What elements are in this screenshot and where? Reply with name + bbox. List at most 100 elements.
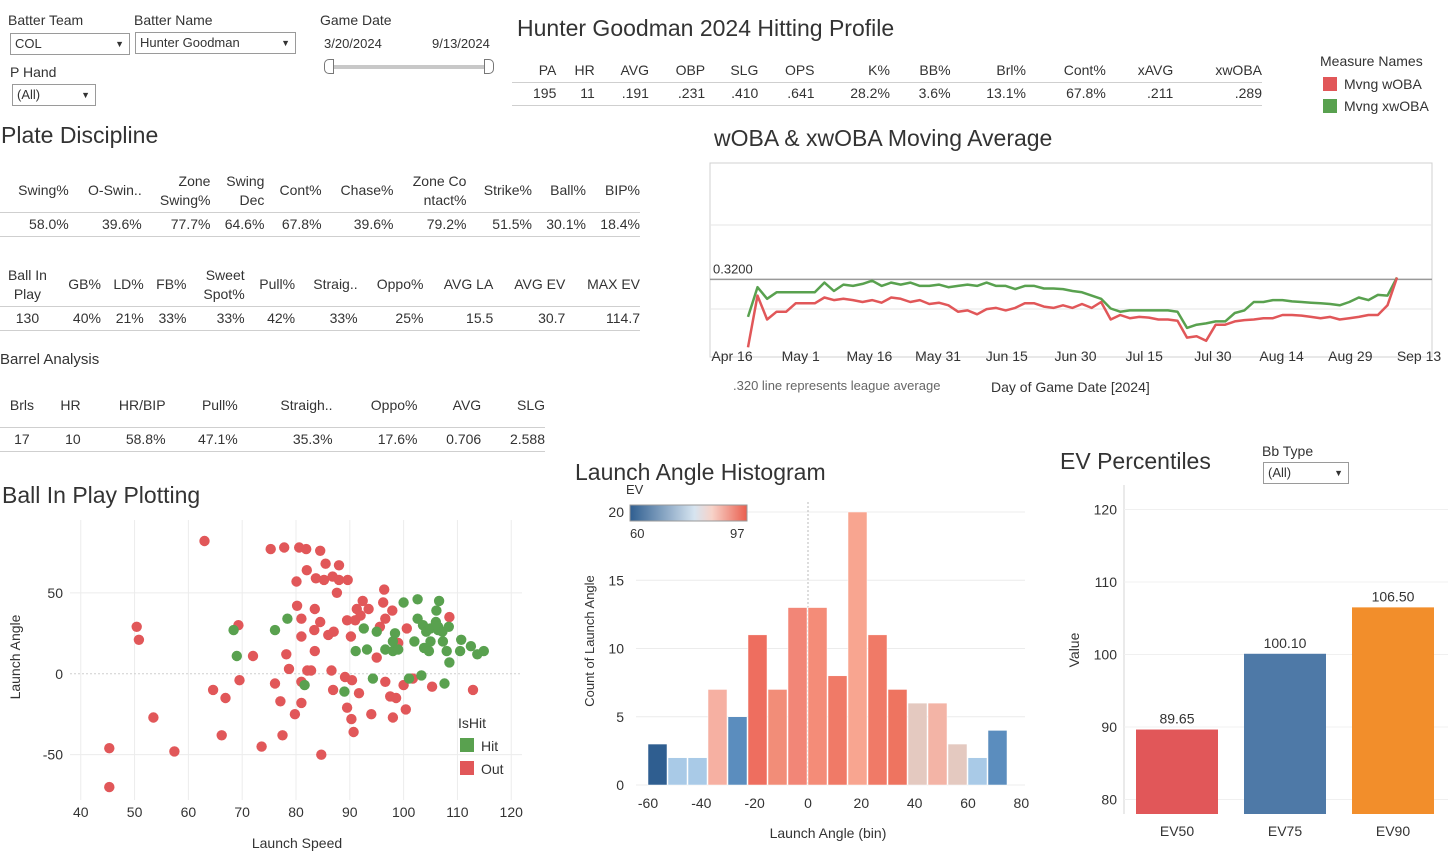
pd-value: 15.5: [423, 305, 494, 331]
woba-x-axis-label: Day of Game Date [2024]: [991, 379, 1150, 395]
scatter-point-out: [131, 621, 142, 632]
scatter-tick-group: 40 50 60 70 80 90 100 110 120 -50 0 50: [43, 585, 523, 820]
profile-table: PA HR AVG OBP SLG OPS K% BB% Brl% Cont% …: [512, 60, 1262, 106]
barrel-analysis-title: Barrel Analysis: [0, 351, 100, 368]
pd-value: 114.7: [565, 305, 640, 331]
barrel-value: 35.3%: [237, 426, 333, 452]
pd-header: Zone Swing%: [159, 172, 211, 208]
woba-x-tick-label: May 1: [782, 348, 820, 364]
p-hand-select[interactable]: (All) ▼: [12, 84, 96, 106]
histogram-y-tick-label: 5: [616, 709, 624, 725]
scatter-point-hit: [443, 621, 454, 632]
scatter-point-hit: [478, 645, 489, 657]
barrel-header: Pull%: [201, 397, 238, 413]
pd-header: FB%: [156, 276, 187, 293]
scatter-point-out: [148, 712, 159, 723]
barrel-value: 17: [0, 426, 44, 452]
histogram-bar: [867, 634, 888, 786]
ev-y-tick-label: 100: [1094, 647, 1118, 663]
profile-value: 11: [556, 81, 595, 106]
pd-header: BIP%: [604, 182, 640, 199]
scatter-point-out: [341, 702, 353, 713]
profile-value: 28.2%: [814, 81, 890, 106]
scatter-point-hit: [269, 624, 281, 636]
profile-header: OPS: [784, 62, 815, 79]
histogram-bar: [907, 702, 928, 786]
batter-name-select[interactable]: Hunter Goodman ▼: [135, 32, 296, 54]
scatter-point-out: [355, 610, 366, 621]
scatter-point-out: [380, 613, 391, 624]
histogram-bar: [747, 634, 768, 786]
scatter-point-out: [277, 730, 288, 741]
p-hand-label: P Hand: [10, 64, 57, 80]
scatter-point-hit: [393, 644, 404, 655]
scatter-point-hit: [416, 670, 427, 681]
bb-type-select[interactable]: (All) ▼: [1263, 462, 1349, 484]
legend-item-woba[interactable]: Mvng wOBA: [1344, 76, 1422, 92]
scatter-x-tick-label: 90: [342, 804, 358, 820]
scatter-point-hit: [425, 636, 436, 647]
pd-header: Oppo%: [376, 276, 424, 293]
scatter-point-hit: [423, 645, 435, 657]
scatter-point-out: [318, 574, 330, 586]
scatter-point-hit: [441, 645, 452, 657]
profile-value: 3.6%: [889, 81, 951, 106]
pd-value: 64.6%: [210, 211, 265, 237]
scatter-point-out: [380, 676, 391, 687]
plate-discipline-table-1: Swing% O-Swin.. Zone Swing% Swing Dec Cont…: [0, 170, 640, 237]
scatter-point-out: [169, 746, 180, 757]
pd-value: 39.6%: [68, 211, 142, 237]
pd-value: 21%: [100, 305, 144, 331]
histogram-bar: [947, 743, 968, 786]
scatter-point-hit: [456, 634, 467, 645]
scatter-point-hit: [231, 650, 242, 662]
plate-discipline-title: Plate Discipline: [1, 122, 159, 148]
scatter-point-hit: [299, 679, 310, 691]
batter-team-select[interactable]: COL ▼: [10, 33, 130, 55]
scatter-point-out: [247, 650, 259, 662]
barrel-table: Brls HR HR/BIP Pull% Straigh.. Oppo% AVG…: [0, 394, 545, 452]
profile-header: Cont%: [1063, 62, 1106, 79]
date-slider-end-handle[interactable]: [484, 59, 494, 74]
ev-bar: [1244, 653, 1326, 814]
pd-value: 51.5%: [466, 211, 532, 237]
barrel-value: 58.8%: [80, 426, 166, 452]
date-slider-start-handle[interactable]: [324, 59, 334, 74]
woba-x-tick-label: Jul 30: [1194, 348, 1232, 364]
scatter-point-out: [216, 730, 227, 741]
measure-legend-title: Measure Names: [1320, 53, 1423, 69]
barrel-value: 2.588: [481, 426, 545, 452]
series-line-mvng-xwoba: [746, 276, 1399, 330]
scatter-x-tick-label: 60: [181, 804, 197, 820]
pd-header: MAX EV: [587, 276, 640, 293]
histogram-x-axis-label: Launch Angle (bin): [770, 825, 887, 841]
scatter-point-out: [301, 565, 312, 576]
date-slider-track[interactable]: [328, 65, 490, 69]
scatter-legend-hit[interactable]: Hit: [481, 738, 498, 754]
scatter-x-tick-label: 100: [392, 804, 416, 820]
scatter-point-out: [341, 615, 353, 626]
histogram-x-tick-label: 20: [854, 795, 870, 811]
histogram-bars-group: [647, 511, 1008, 786]
scatter-point-hit: [350, 645, 361, 657]
scatter-legend-out[interactable]: Out: [481, 761, 504, 777]
scatter-point-hit: [439, 678, 450, 689]
profile-header: BB%: [919, 62, 951, 79]
scatter-point-out: [309, 624, 320, 636]
scatter-legend-swatch-hit: [460, 738, 474, 752]
profile-value: .231: [648, 81, 706, 106]
scatter-point-out: [379, 584, 390, 595]
pd-value: 30.7: [493, 305, 566, 331]
legend-item-xwoba[interactable]: Mvng xwOBA: [1344, 98, 1429, 114]
profile-value: .289: [1173, 81, 1262, 106]
scatter-point-hit: [433, 595, 445, 607]
scatter-point-out: [283, 663, 295, 675]
pd-value: 130: [0, 305, 55, 331]
histogram-x-tick-label: -40: [691, 795, 711, 811]
scatter-point-out: [390, 692, 402, 704]
histogram-bar: [787, 607, 808, 786]
woba-x-tick-label: Sep 13: [1397, 348, 1442, 364]
pd-value: 77.7%: [141, 211, 211, 237]
pd-header: Pull%: [259, 276, 296, 293]
scatter-point-out: [316, 749, 327, 760]
